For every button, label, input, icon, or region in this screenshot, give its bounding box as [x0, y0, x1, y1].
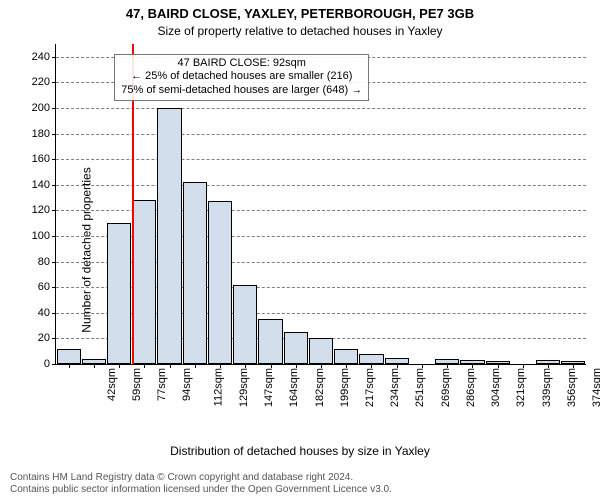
y-tick-label: 160 — [32, 153, 56, 165]
x-tick-label: 59sqm — [131, 368, 143, 401]
chart-container: 47, BAIRD CLOSE, YAXLEY, PETERBOROUGH, P… — [0, 0, 600, 500]
annotation-line-2: ← 25% of detached houses are smaller (21… — [121, 70, 362, 84]
y-tick-label: 20 — [38, 332, 56, 344]
x-tick-label: 164sqm — [288, 368, 300, 407]
x-tick-mark — [573, 364, 574, 368]
x-tick-mark — [346, 364, 347, 368]
x-tick-label: 374sqm — [591, 368, 600, 407]
y-tick-label: 60 — [38, 281, 56, 293]
y-tick-label: 0 — [44, 358, 56, 370]
y-tick-label: 140 — [32, 179, 56, 191]
annotation-line-3: 75% of semi-detached houses are larger (… — [121, 84, 362, 98]
x-tick-label: 269sqm — [440, 368, 452, 407]
x-tick-mark — [296, 364, 297, 368]
x-tick-label: 251sqm — [415, 368, 427, 407]
x-tick-mark — [321, 364, 322, 368]
footer-attribution: Contains HM Land Registry data © Crown c… — [10, 472, 392, 496]
x-tick-mark — [220, 364, 221, 368]
chart-title: 47, BAIRD CLOSE, YAXLEY, PETERBOROUGH, P… — [0, 6, 600, 21]
bar — [334, 349, 358, 364]
x-tick-label: 339sqm — [541, 368, 553, 407]
x-tick-label: 77sqm — [156, 368, 168, 401]
x-tick-label: 217sqm — [364, 368, 376, 407]
x-tick-label: 234sqm — [389, 368, 401, 407]
y-tick-label: 180 — [32, 128, 56, 140]
y-tick-label: 40 — [38, 307, 56, 319]
bar — [57, 349, 81, 364]
x-tick-mark — [94, 364, 95, 368]
x-tick-mark — [397, 364, 398, 368]
x-tick-mark — [523, 364, 524, 368]
bar — [132, 200, 156, 364]
x-tick-mark — [119, 364, 120, 368]
plot-area: 02040608010012014016018020022024042sqm59… — [55, 44, 586, 365]
bar — [309, 338, 333, 364]
y-tick-label: 200 — [32, 102, 56, 114]
y-tick-label: 120 — [32, 204, 56, 216]
x-tick-label: 112sqm — [212, 368, 224, 406]
chart-subtitle: Size of property relative to detached ho… — [0, 24, 600, 38]
x-tick-mark — [69, 364, 70, 368]
gridline — [56, 134, 586, 135]
gridline — [56, 108, 586, 109]
x-tick-mark — [472, 364, 473, 368]
bar — [359, 354, 383, 364]
x-tick-mark — [195, 364, 196, 368]
x-tick-mark — [144, 364, 145, 368]
bar — [258, 319, 282, 364]
footer-line-1: Contains HM Land Registry data © Crown c… — [10, 472, 392, 484]
y-tick-label: 80 — [38, 256, 56, 268]
bar — [284, 332, 308, 364]
y-tick-label: 220 — [32, 76, 56, 88]
x-tick-label: 356sqm — [566, 368, 578, 407]
x-tick-label: 147sqm — [263, 368, 275, 407]
x-tick-mark — [447, 364, 448, 368]
x-tick-label: 94sqm — [181, 368, 193, 401]
x-tick-mark — [498, 364, 499, 368]
x-tick-label: 199sqm — [339, 368, 351, 407]
bar — [107, 223, 131, 364]
bar — [157, 108, 181, 364]
y-tick-label: 100 — [32, 230, 56, 242]
bar — [233, 285, 257, 364]
x-tick-label: 304sqm — [490, 368, 502, 407]
x-tick-mark — [170, 364, 171, 368]
bar — [183, 182, 207, 364]
y-tick-label: 240 — [32, 51, 56, 63]
x-axis-label: Distribution of detached houses by size … — [0, 444, 600, 458]
x-tick-mark — [422, 364, 423, 368]
bar — [208, 201, 232, 364]
footer-line-2: Contains public sector information licen… — [10, 484, 392, 496]
x-tick-label: 42sqm — [106, 368, 118, 401]
x-tick-mark — [548, 364, 549, 368]
x-tick-mark — [371, 364, 372, 368]
x-tick-label: 321sqm — [516, 368, 528, 407]
annotation-box: 47 BAIRD CLOSE: 92sqm ← 25% of detached … — [114, 54, 369, 101]
annotation-line-1: 47 BAIRD CLOSE: 92sqm — [121, 57, 362, 71]
x-tick-label: 286sqm — [465, 368, 477, 407]
x-tick-label: 129sqm — [238, 368, 250, 407]
x-tick-mark — [245, 364, 246, 368]
x-tick-label: 182sqm — [314, 368, 326, 407]
gridline — [56, 185, 586, 186]
gridline — [56, 159, 586, 160]
x-tick-mark — [271, 364, 272, 368]
